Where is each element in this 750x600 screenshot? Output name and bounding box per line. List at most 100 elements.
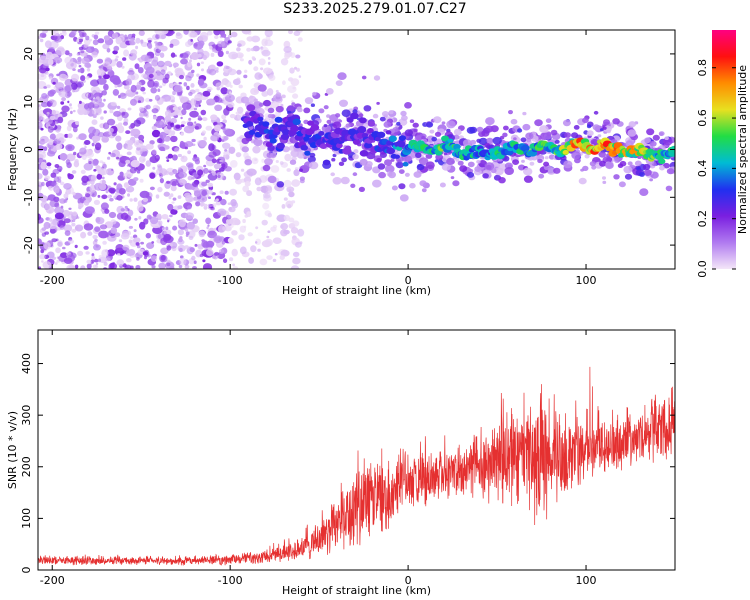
heatmap-cell [48,222,57,230]
heatmap-cell [259,144,266,150]
heatmap-cell [219,159,223,163]
heatmap-cell [230,223,234,228]
heatmap-cell [55,247,61,254]
heatmap-cell [59,153,68,161]
snr-x-axis: -200 -100 0 100 [40,330,597,587]
heatmap-cell [563,160,573,169]
heatmap-cell [222,142,231,149]
snr-series-line [38,366,675,566]
heatmap-cell [116,105,121,109]
heatmap-cell [212,149,221,157]
heatmap-cell [338,161,345,166]
heatmap-cell [171,201,175,204]
heatmap-cell [156,138,163,144]
heatmap-cell [206,30,213,36]
heatmap-cell [146,242,155,250]
heatmap-cell [184,146,188,150]
heatmap-cell [213,122,218,126]
heatmap-cell [164,73,170,80]
heatmap-cell [359,158,368,166]
heatmap-cell [163,170,170,176]
heatmap-cell [41,181,45,187]
heatmap-cell [293,169,300,177]
heatmap-cell [330,172,336,177]
heatmap-cell [416,164,425,171]
heatmap-cell [250,87,260,95]
heatmap-cell [379,116,386,122]
heatmap-cell [160,247,169,255]
heatmap-cell [177,153,182,158]
heatmap-cell [109,197,114,202]
heatmap-cell [335,113,341,118]
heatmap-cell [78,133,87,141]
heatmap-cell [266,88,274,96]
x-tick-label: 0 [405,274,412,287]
heatmap-cell [241,137,250,145]
heatmap-cell [157,186,163,193]
heatmap-cell [157,60,165,68]
heatmap-cell [75,121,80,125]
heatmap-cell [192,181,199,188]
heatmap-cell [512,159,520,166]
heatmap-cell [221,240,226,245]
heatmap-cell [239,246,247,255]
heatmap-cell [282,129,290,136]
heatmap-cell [264,158,273,166]
heatmap-cell [147,79,155,88]
heatmap-cell [187,175,193,181]
heatmap-cell [205,125,213,131]
heatmap-cell [39,32,47,38]
heatmap-cell [94,31,100,35]
heatmap-cell [338,119,343,123]
heatmap-cell [194,121,197,124]
heatmap-cell [283,179,292,188]
heatmap-cell [105,190,109,194]
heatmap-cell [220,87,228,95]
heatmap-cell [156,213,162,219]
heatmap-cell [55,47,66,56]
heatmap-cell [267,113,273,119]
heatmap-cell [202,259,206,263]
heatmap-cell [67,100,70,104]
heatmap-cell [204,203,208,207]
heatmap-cell [319,143,327,149]
heatmap-cell [165,226,169,231]
heatmap-cell [513,137,517,141]
heatmap-cell [100,116,104,120]
heatmap-cell [394,154,400,159]
heatmap-cell [291,179,301,187]
colorbar: 0.0 0.2 0.4 0.6 0.8 Normalized spectral ampl… [696,30,749,278]
heatmap-cell [46,111,50,115]
heatmap-cell [658,131,665,137]
heatmap-cell [279,161,284,165]
heatmap-cell [510,118,518,125]
heatmap-cell [292,220,300,227]
heatmap-cell [163,191,170,197]
heatmap-cell [229,257,234,262]
heatmap-cell [38,113,43,122]
heatmap-cell [166,180,171,184]
heatmap-cell [229,217,240,226]
heatmap-cell [388,135,397,142]
heatmap-cell [222,128,227,133]
heatmap-cell [200,202,206,207]
heatmap-cell [293,30,301,36]
heatmap-cell [53,35,62,43]
heatmap-cell [582,165,589,171]
heatmap-cell [283,46,292,53]
heatmap-cell [102,163,107,169]
heatmap-cell [213,199,217,202]
heatmap-cell [484,162,495,171]
heatmap-cell [282,80,286,85]
heatmap-cell [288,189,292,192]
heatmap-cell [190,38,193,42]
heatmap-cell [665,185,673,192]
heatmap-cell [90,259,95,264]
heatmap-cell [187,61,192,68]
heatmap-cell [158,262,166,269]
heatmap-cell [107,194,111,199]
heatmap-cell [170,209,176,215]
heatmap-cell [125,130,131,135]
heatmap-cell [434,131,442,137]
heatmap-cell [154,41,158,44]
